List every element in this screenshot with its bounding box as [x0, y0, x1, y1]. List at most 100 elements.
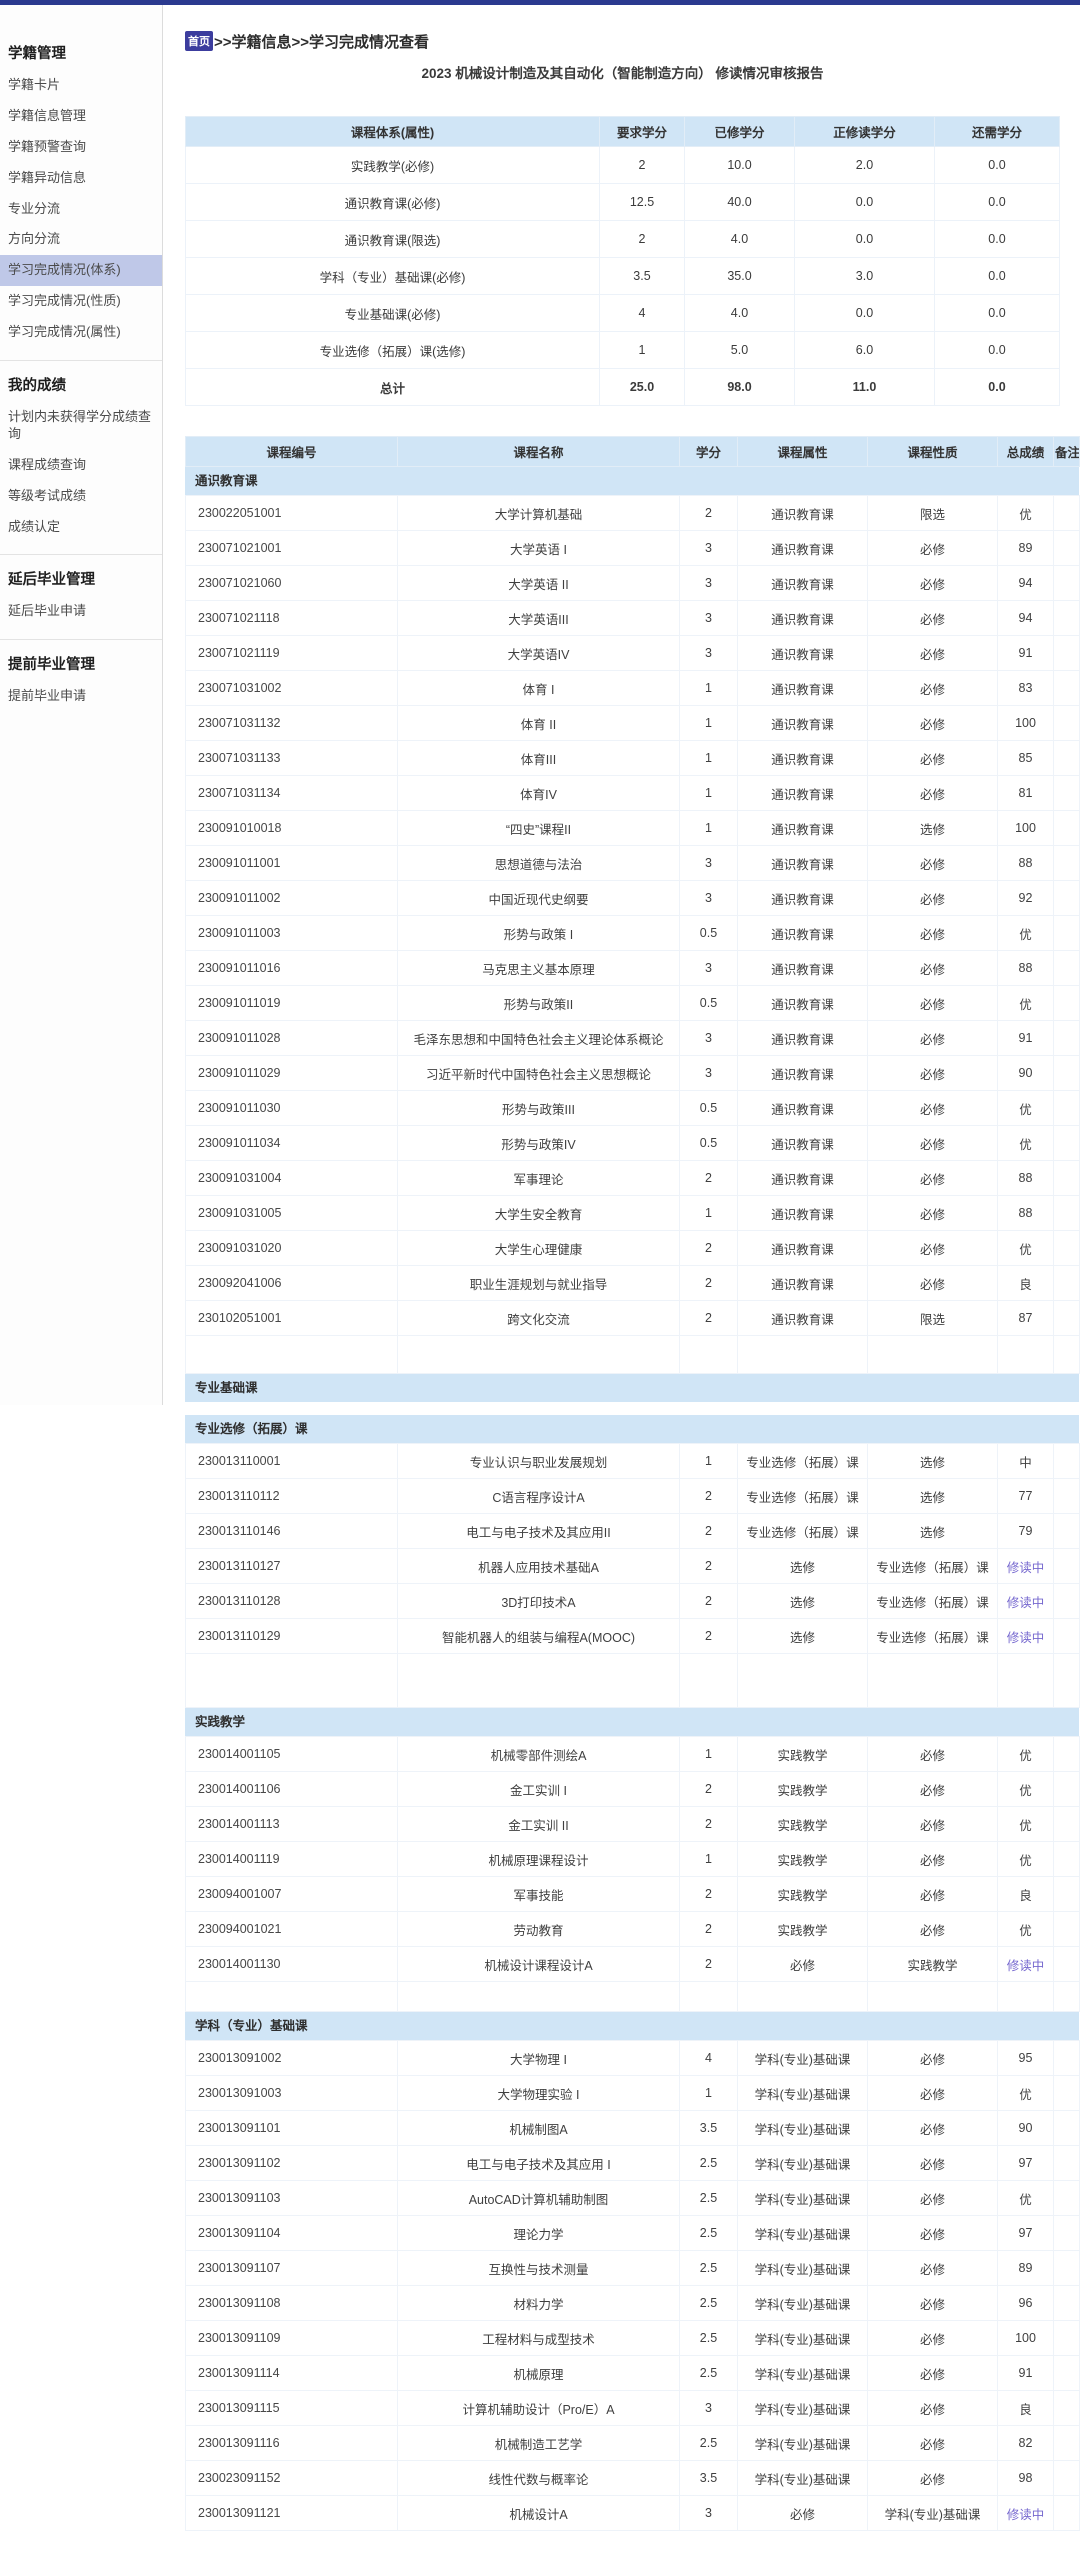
course-nature-cell: 必修 — [867, 915, 998, 951]
sidebar-item[interactable]: 学习完成情况(体系) — [0, 255, 162, 287]
summary-cell: 2 — [599, 146, 685, 184]
score-cell: 89 — [997, 530, 1054, 566]
sidebar-item[interactable]: 学籍异动信息 — [8, 169, 87, 185]
course-attr-cell: 实践教学 — [737, 1876, 868, 1912]
course-nature-cell: 必修 — [867, 2355, 998, 2391]
empty-row — [185, 1335, 1080, 1374]
credit-cell: 3 — [679, 2390, 738, 2426]
sidebar-item[interactable]: 学习完成情况(属性) — [8, 324, 121, 340]
remark-cell — [1053, 775, 1080, 811]
credit-cell: 3 — [679, 1055, 738, 1091]
course-attr-cell: 学科(专业)基础课 — [737, 2460, 868, 2496]
course-code-cell: 230091031020 — [185, 1230, 398, 1266]
remark-cell — [1053, 530, 1080, 566]
sidebar-item[interactable]: 提前毕业申请 — [8, 688, 87, 704]
score-cell: 良 — [997, 1876, 1054, 1912]
score-cell: 81 — [997, 775, 1054, 811]
sidebar-item[interactable]: 专业分流 — [8, 200, 61, 216]
credit-cell: 3 — [679, 950, 738, 986]
sidebar-item[interactable]: 等级考试成绩 — [8, 487, 87, 503]
score-cell: 100 — [997, 705, 1054, 741]
credit-cell: 3 — [679, 1020, 738, 1056]
summary-cell: 实践教学(必修) — [185, 146, 600, 184]
course-nature-cell: 必修 — [867, 1090, 998, 1126]
course-attr-cell: 通识教育课 — [737, 495, 868, 531]
course-section-table: 230013091002 大学物理 I 4 学科(专业)基础课 必修 95 23001309… — [185, 2040, 1080, 2531]
course-attr-cell: 必修 — [737, 2495, 868, 2531]
course-row: 230013110127 机器人应用技术基础A 2 选修 专业选修（拓展）课 修读中 — [185, 1548, 1080, 1584]
course-row: 230071031002 体育 I 1 通识教育课 必修 83 — [185, 670, 1080, 706]
score-cell: 良 — [997, 2390, 1054, 2426]
course-attr-cell: 通识教育课 — [737, 1195, 868, 1231]
credit-cell: 2 — [679, 1771, 738, 1807]
credit-cell: 2.5 — [679, 2180, 738, 2216]
credit-cell: 2 — [679, 1548, 738, 1584]
sidebar-item[interactable]: 成绩认定 — [8, 518, 61, 534]
course-row: 230094001007 军事技能 2 实践教学 必修良 — [185, 1876, 1080, 1912]
summary-total-row: 总计 25.0 98.0 11.0 0.0 — [185, 368, 1060, 406]
course-nature-cell: 必修 — [867, 2460, 998, 2496]
course-nature-cell: 限选 — [867, 495, 998, 531]
top-accent-bar — [0, 0, 1080, 5]
course-attr-cell: 学科(专业)基础课 — [737, 2040, 868, 2076]
score-cell: 优 — [997, 985, 1054, 1021]
credit-cell: 3.5 — [679, 2460, 738, 2496]
course-name-cell: 机械制造工艺学 — [397, 2425, 680, 2461]
course-attr-cell: 选修 — [737, 1618, 868, 1654]
score-cell: 98 — [997, 2460, 1054, 2496]
score-cell: 优 — [997, 1230, 1054, 1266]
sidebar-section: 提前毕业管理 提前毕业申请 — [0, 639, 162, 724]
course-section-table: 230022051001 大学计算机基础 2 通识教育课 限选优 230071021001… — [185, 495, 1080, 1374]
section-gap — [185, 1402, 1079, 1415]
course-row: 230014001106 金工实训 I 2 实践教学 必修优 — [185, 1771, 1080, 1807]
course-name-cell: 机械原理 — [397, 2355, 680, 2391]
empty-cell — [867, 1981, 998, 2012]
course-attr-cell: 通识教育课 — [737, 775, 868, 811]
summary-cell: 1 — [599, 331, 685, 369]
score-cell: 88 — [997, 1195, 1054, 1231]
course-code-cell: 230013110127 — [185, 1548, 398, 1584]
summary-cell: 10.0 — [684, 146, 795, 184]
credit-cell: 0.5 — [679, 1125, 738, 1161]
sidebar-item[interactable]: 学籍预警查询 — [8, 138, 87, 154]
sidebar-item[interactable]: 课程成绩查询 — [8, 456, 87, 472]
course-attr-cell: 学科(专业)基础课 — [737, 2390, 868, 2426]
course-name-cell: 中国近现代史纲要 — [397, 880, 680, 916]
course-nature-cell: 必修 — [867, 775, 998, 811]
summary-total-cell: 0.0 — [934, 368, 1060, 406]
remark-cell — [1053, 1618, 1080, 1654]
sidebar-item[interactable]: 学籍信息管理 — [8, 107, 87, 123]
course-name-cell: C语言程序设计A — [397, 1478, 680, 1514]
credit-cell: 2 — [679, 1876, 738, 1912]
course-name-cell: 大学英语 I — [397, 530, 680, 566]
score-cell: 88 — [997, 845, 1054, 881]
score-cell: 91 — [997, 2355, 1054, 2391]
score-cell: 90 — [997, 1055, 1054, 1091]
sidebar-section: 延后毕业管理 延后毕业申请 — [0, 554, 162, 639]
empty-cell — [867, 1335, 998, 1374]
breadcrumb-home-link[interactable]: 首页 — [185, 31, 213, 51]
course-row: 230022051001 大学计算机基础 2 通识教育课 限选优 — [185, 495, 1080, 531]
sidebar-item[interactable]: 学籍卡片 — [8, 77, 61, 92]
sidebar-item[interactable]: 计划内未获得学分成绩查询 — [8, 409, 152, 441]
sidebar-item[interactable]: 方向分流 — [8, 231, 61, 247]
credit-cell: 2 — [679, 1618, 738, 1654]
empty-cell — [1053, 1653, 1080, 1708]
course-name-cell: 材料力学 — [397, 2285, 680, 2321]
course-code-cell: 230091011019 — [185, 985, 398, 1021]
course-code-cell: 230014001130 — [185, 1946, 398, 1982]
summary-header-cell: 课程体系(属性) — [185, 116, 600, 147]
course-row: 230092041006 职业生涯规划与就业指导 2 通识教育课 必修良 — [185, 1265, 1080, 1301]
sidebar-item[interactable]: 延后毕业申请 — [8, 603, 87, 619]
credit-cell: 3 — [679, 565, 738, 601]
course-nature-cell: 必修 — [867, 530, 998, 566]
remark-cell — [1053, 1548, 1080, 1584]
score-cell: 82 — [997, 2425, 1054, 2461]
summary-cell: 4.0 — [684, 294, 795, 332]
course-nature-cell: 选修 — [867, 1443, 998, 1479]
course-nature-cell: 专业选修（拓展）课 — [867, 1583, 998, 1619]
course-code-cell: 230013091102 — [185, 2145, 398, 2181]
sidebar-item[interactable]: 学习完成情况(性质) — [8, 293, 121, 309]
summary-header-cell: 还需学分 — [934, 116, 1060, 147]
course-nature-cell: 必修 — [867, 2145, 998, 2181]
